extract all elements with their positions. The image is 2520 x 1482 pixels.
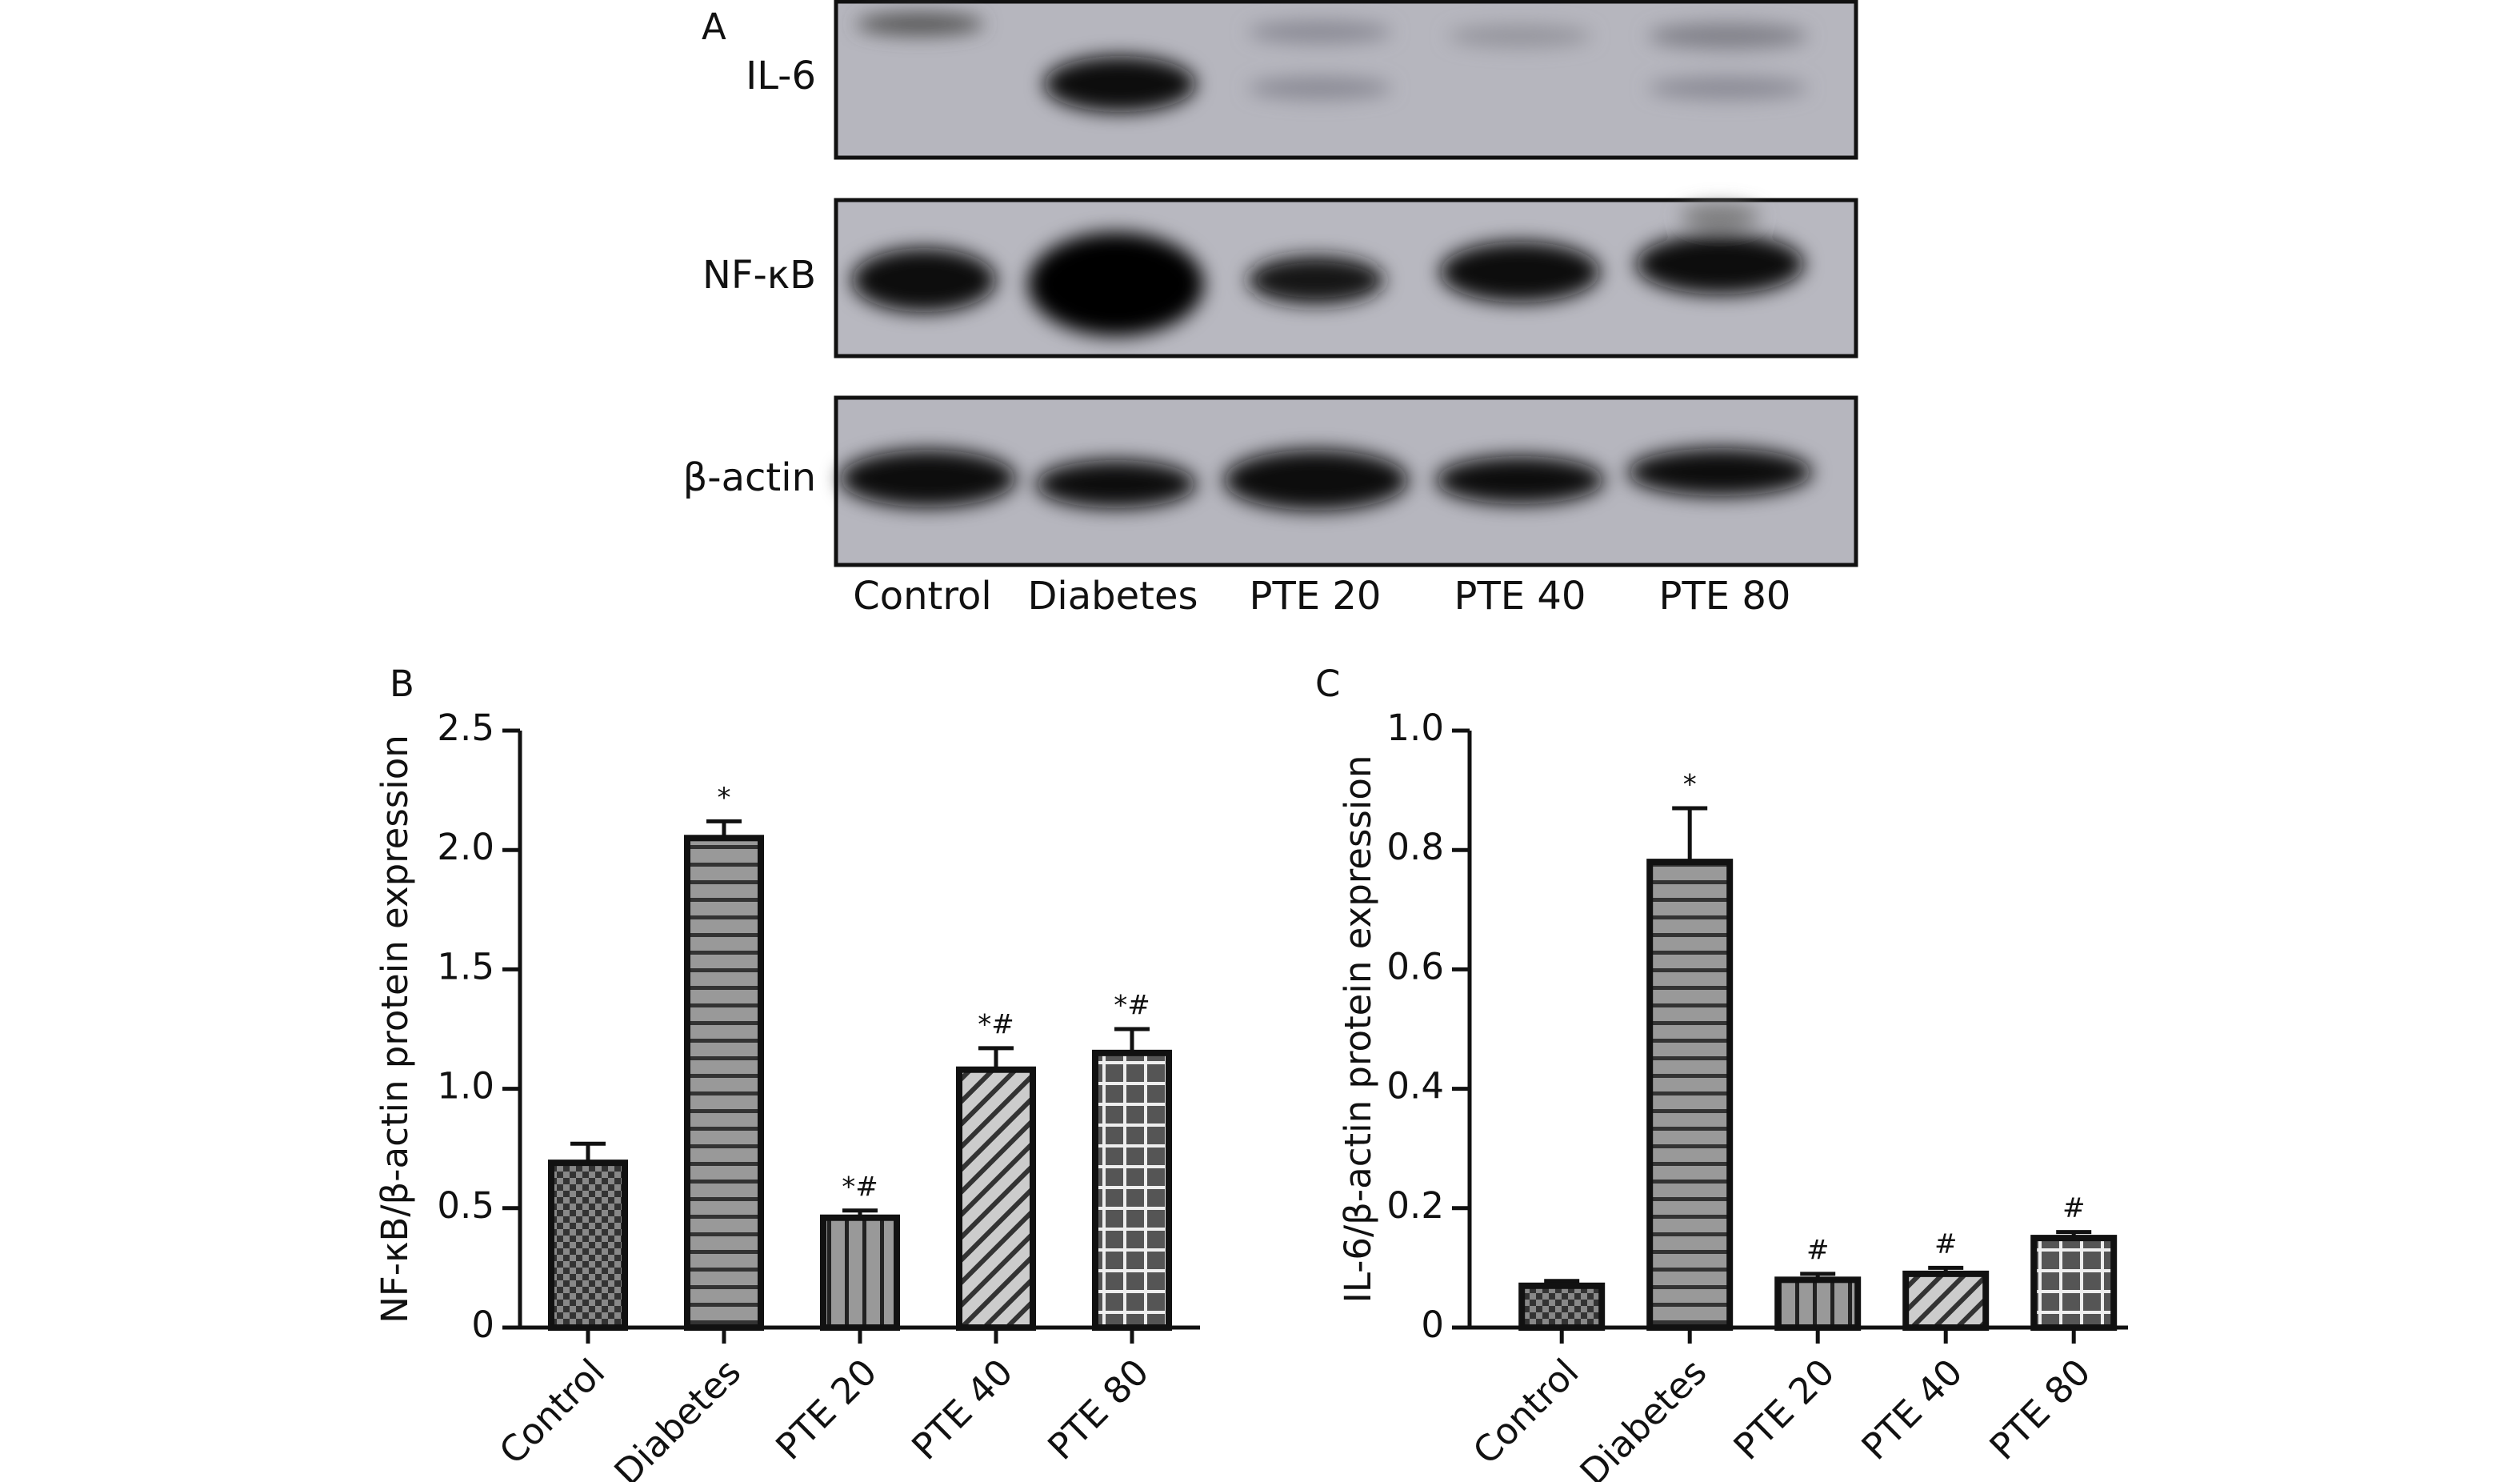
annotation: * [718,782,731,814]
y-tick-label: 0 [471,1304,494,1346]
row-label: β-actin [683,455,816,500]
western-blot: A IL-6 NF-κB β-actin Control Diabetes PT… [683,0,1858,619]
x-tick-label: PTE 80 [1982,1351,2099,1468]
bar [1774,1276,1862,1331]
x-tick-label: Diabetes [606,1351,750,1482]
x-tick-label: PTE 40 [903,1351,1021,1468]
lane-label: PTE 20 [1250,574,1382,619]
annotation: *# [978,1008,1014,1040]
y-axis-label: IL-6/β-actin protein expression [1337,755,1379,1304]
bands [856,13,1808,112]
annotation: *# [842,1171,878,1203]
lane-label: Control [853,574,992,619]
x-tick-label: PTE 20 [767,1351,885,1468]
x-tick-label: PTE 80 [1039,1351,1157,1468]
x-tick-label: Control [1465,1351,1587,1473]
y-tick-label: 0.5 [437,1184,494,1227]
bar [1902,1270,1990,1331]
annotation: # [2062,1192,2086,1224]
annotation: # [1934,1228,1958,1260]
x-tick-label: PTE 40 [1854,1351,1971,1468]
bar [684,835,764,1331]
y-tick-label: 1.0 [1386,707,1444,749]
y-tick-label: 0.4 [1386,1065,1444,1107]
x-tick-label: PTE 20 [1726,1351,1843,1468]
y-tick-label: 1.0 [437,1065,494,1107]
x-tick-label: Control [491,1351,614,1473]
lane-label: PTE 40 [1454,574,1586,619]
y-tick-label: 0.2 [1386,1184,1444,1227]
row-label: IL-6 [746,54,816,98]
y-tick-label: 0 [1421,1304,1444,1346]
bar [1092,1049,1172,1331]
bar [1518,1282,1606,1332]
y-tick-label: 0.8 [1386,826,1444,868]
y-tick-label: 2.5 [437,707,494,749]
bar [820,1214,900,1331]
annotation: * [1683,768,1697,800]
panel-label: C [1315,663,1340,705]
annotation: *# [1114,990,1150,1022]
panel-label: B [390,663,414,705]
y-tick-label: 0.6 [1386,945,1444,987]
bar [2030,1235,2118,1331]
bar [548,1160,628,1331]
bar [956,1066,1036,1332]
y-tick-label: 1.5 [437,945,494,987]
panel-label: A [702,6,726,48]
lane-label: Diabetes [1027,574,1198,619]
lane-label: PTE 80 [1659,574,1791,619]
y-tick-label: 2.0 [437,826,494,868]
y-axis-label: NF-κB/β-actin protein expression [374,735,416,1324]
x-tick-label: Diabetes [1572,1351,1715,1482]
annotation: # [1806,1234,1830,1266]
row-label: NF-κB [702,253,816,298]
bar [1646,859,1734,1331]
